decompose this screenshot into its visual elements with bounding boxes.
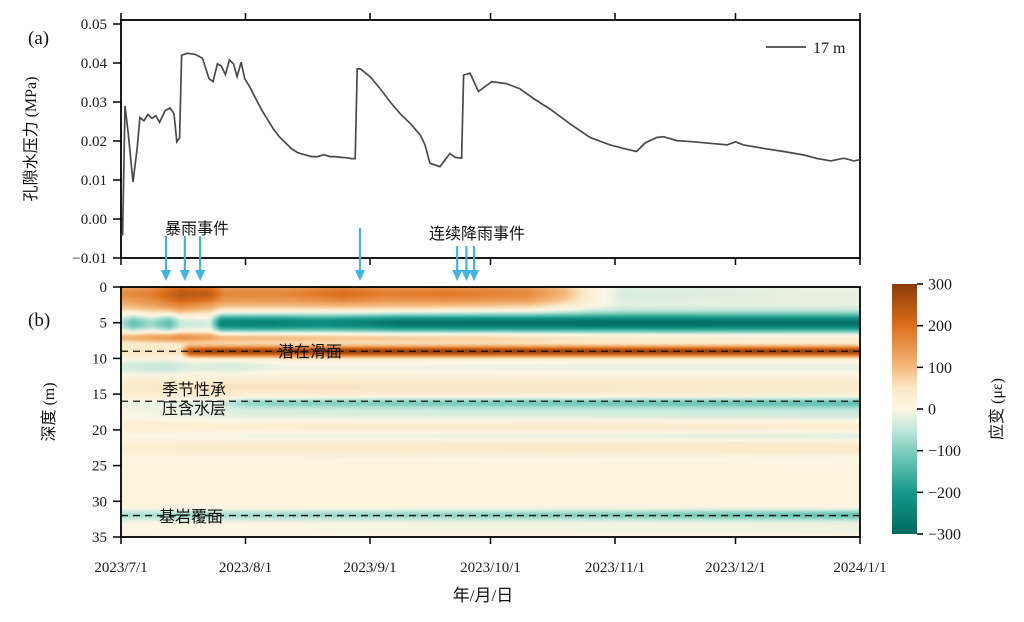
date-tick-label: 2023/8/1 bbox=[219, 560, 272, 576]
rain-arrow-head bbox=[461, 270, 472, 281]
date-tick-label: 2023/12/1 bbox=[705, 560, 766, 576]
panel-b-ytick-label: 30 bbox=[92, 494, 107, 510]
panel-b-letter: (b) bbox=[28, 310, 50, 331]
panel-a-frame bbox=[120, 19, 861, 259]
aquifer-label-line1: 季节性承 bbox=[162, 381, 226, 399]
panel-a-ytick-label: 0.04 bbox=[81, 56, 108, 72]
colorbar-tick-label: 100 bbox=[928, 360, 952, 377]
generated-underlay bbox=[121, 350, 860, 517]
continuous-rain-label: 连续降雨事件 bbox=[429, 225, 525, 243]
colorbar-tick-label: −200 bbox=[928, 485, 961, 502]
panel-b-ytick-label: 0 bbox=[100, 280, 108, 296]
panel-a-ytick-label: 0.00 bbox=[81, 212, 107, 228]
colorbar-label: 应变 (με) bbox=[987, 378, 1006, 440]
date-tick-label: 2023/9/1 bbox=[343, 560, 396, 576]
colorbar-tick-label: 200 bbox=[928, 318, 952, 335]
colorbar-tick-label: −100 bbox=[928, 443, 961, 460]
legend-label: 17 m bbox=[813, 40, 846, 57]
date-tick-label: 2024/1/1 bbox=[833, 560, 886, 576]
slip-surface-label: 潜在滑面 bbox=[278, 343, 342, 361]
x-axis-label: 年/月/日 bbox=[453, 586, 513, 605]
date-tick-label: 2023/7/1 bbox=[94, 560, 147, 576]
panel-b-ytick-label: 25 bbox=[92, 459, 107, 475]
panel-b-frame bbox=[120, 286, 861, 538]
rain-arrow-head bbox=[469, 270, 480, 281]
panel-a-ytick-label: 0.03 bbox=[81, 95, 107, 111]
rain-arrow-head bbox=[452, 270, 463, 281]
panel-a-ytick-label: 0.05 bbox=[81, 17, 107, 33]
panel-a-ytick-label: −0.01 bbox=[72, 251, 107, 267]
colorbar bbox=[892, 284, 917, 534]
panel-b-ytick-label: 5 bbox=[100, 316, 108, 332]
panel-b-ytick-label: 15 bbox=[92, 387, 107, 403]
panel-a-ytick-label: 0.02 bbox=[81, 134, 107, 150]
date-tick-label: 2023/11/1 bbox=[585, 560, 645, 576]
rain-arrow-head bbox=[354, 270, 365, 281]
aquifer-label-line2: 压含水层 bbox=[162, 400, 226, 418]
colorbar-tick-label: 300 bbox=[928, 277, 952, 294]
panel-b-ytick-label: 10 bbox=[92, 351, 107, 367]
colorbar-tick-label: −300 bbox=[928, 527, 961, 544]
panel-b-ytick-label: 20 bbox=[92, 423, 107, 439]
panel-b-ylabel: 深度 (m) bbox=[40, 382, 58, 441]
bedrock-label: 基岩覆面 bbox=[159, 508, 223, 526]
rain-arrow-head bbox=[195, 270, 206, 281]
panel-b-ytick-label: 35 bbox=[92, 530, 107, 546]
rain-arrow-head bbox=[179, 270, 190, 281]
strain-heatmap bbox=[121, 287, 860, 537]
pressure-line-17m bbox=[121, 52, 861, 236]
panel-a-ytick-label: 0.01 bbox=[81, 173, 107, 189]
panel-a-letter: (a) bbox=[28, 28, 49, 49]
colorbar-tick-label: 0 bbox=[928, 402, 936, 419]
date-tick-label: 2023/10/1 bbox=[460, 560, 521, 576]
panel-a-ylabel: 孔隙水压力 (MPa) bbox=[22, 77, 40, 202]
storm-event-label: 暴雨事件 bbox=[165, 220, 229, 238]
rain-arrow-head bbox=[160, 270, 171, 281]
